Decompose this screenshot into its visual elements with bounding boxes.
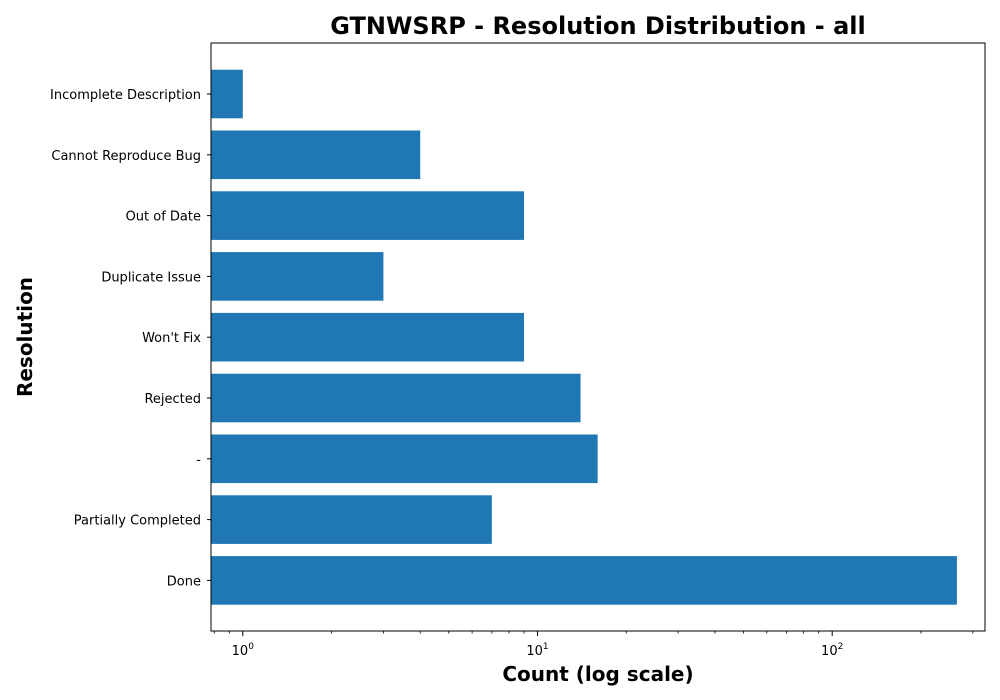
bar-7 xyxy=(211,495,492,544)
x-tick-label: 101 xyxy=(526,642,548,659)
x-tick-label: 100 xyxy=(232,642,255,659)
bar-1 xyxy=(211,130,421,180)
bar-8 xyxy=(211,556,957,605)
y-tick-label: Partially Completed xyxy=(74,514,201,529)
y-tick-label: Done xyxy=(167,574,201,589)
x-tick-base: 10 xyxy=(821,644,838,659)
y-tick-label: Cannot Reproduce Bug xyxy=(51,149,201,164)
x-tick-exponent: 2 xyxy=(838,642,844,652)
x-tick-label: 102 xyxy=(821,642,843,659)
bar-3 xyxy=(211,252,384,301)
y-tick-label: Incomplete Description xyxy=(50,88,201,103)
bars-group xyxy=(211,69,957,605)
y-axis-title: Resolution xyxy=(13,277,37,397)
x-tick-exponent: 0 xyxy=(248,642,254,652)
y-tick-label: Rejected xyxy=(144,392,201,407)
x-axis-ticks: 100 101 102 xyxy=(213,631,974,659)
chart-title: GTNWSRP - Resolution Distribution - all xyxy=(330,12,866,40)
bar-4 xyxy=(211,312,525,362)
x-tick-base: 10 xyxy=(526,644,543,659)
x-tick-exponent: 1 xyxy=(543,642,549,652)
x-axis-title: Count (log scale) xyxy=(502,662,693,686)
x-tick-base: 10 xyxy=(232,644,249,659)
y-tick-label: Won't Fix xyxy=(142,331,201,346)
bar-0 xyxy=(211,69,243,119)
bar-6 xyxy=(211,434,598,484)
y-tick-label: Out of Date xyxy=(126,210,201,225)
bar-2 xyxy=(211,191,525,240)
y-tick-label: - xyxy=(196,453,201,468)
y-tick-label: Duplicate Issue xyxy=(101,270,201,285)
y-axis-ticks: Incomplete Description Cannot Reproduce B… xyxy=(50,88,211,589)
bar-5 xyxy=(211,373,581,423)
plot-frame xyxy=(210,42,986,632)
